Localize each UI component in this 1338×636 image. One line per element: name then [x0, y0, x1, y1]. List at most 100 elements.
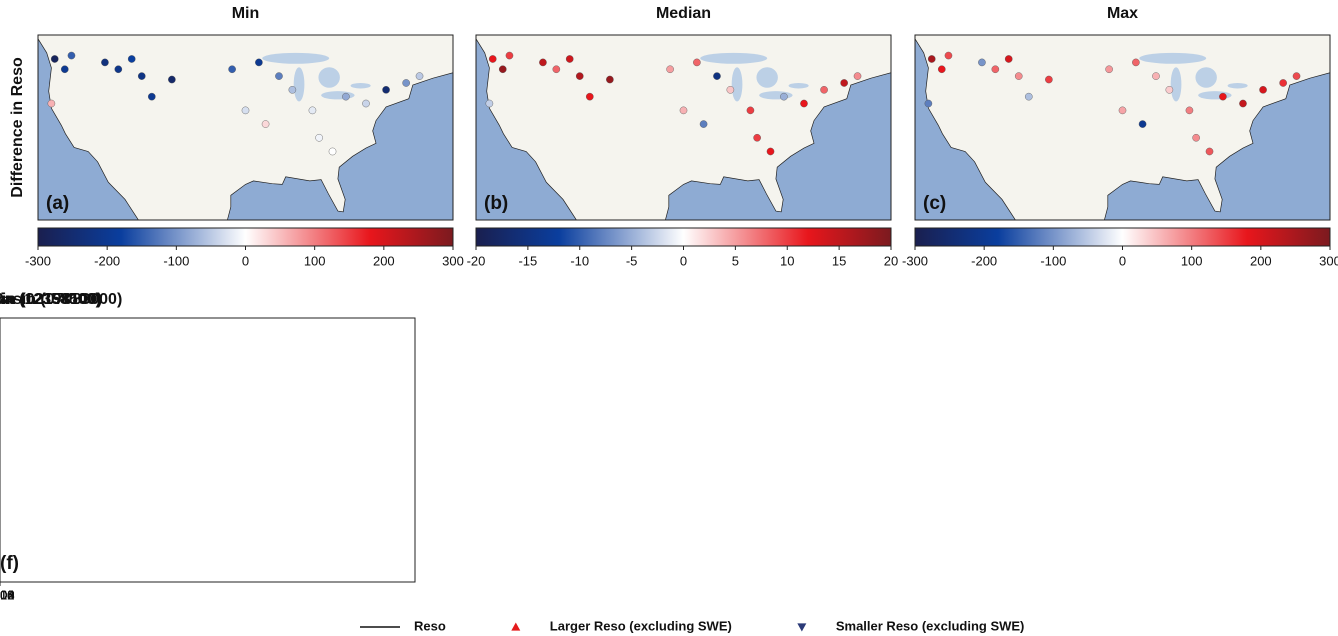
station-point	[261, 120, 270, 128]
lake	[788, 82, 809, 89]
station-point	[1045, 75, 1053, 84]
legend-symbol	[797, 623, 807, 632]
station-point	[67, 51, 76, 60]
station-point	[255, 58, 263, 67]
colorbar-tick-label: 0	[680, 253, 687, 268]
station-point	[575, 72, 584, 80]
map-panel	[915, 35, 1330, 220]
station-point	[498, 65, 507, 74]
colorbar-tick-label: -200	[94, 253, 120, 268]
land	[38, 35, 453, 220]
legend-label: Smaller Reso (excluding SWE)	[836, 618, 1025, 633]
colorbar-tick-label: 100	[1181, 253, 1203, 268]
panel-title: Median	[656, 5, 711, 22]
panel-label: (b)	[484, 193, 508, 214]
panel-title: Northern Basin (12358500)	[0, 291, 101, 308]
station-point	[288, 86, 297, 94]
lake	[318, 67, 340, 88]
station-point	[1165, 86, 1174, 94]
station-point	[606, 75, 614, 84]
x-tick-label: 2000	[0, 587, 14, 602]
station-point	[565, 55, 574, 63]
station-point	[485, 99, 494, 108]
lake	[1195, 67, 1217, 88]
colorbar-tick-label: 300	[1319, 253, 1338, 268]
station-point	[746, 106, 755, 115]
station-point	[308, 106, 317, 115]
y-axis-label: Difference in Reso	[9, 57, 26, 198]
station-point	[127, 55, 136, 63]
station-point	[1004, 55, 1013, 63]
lake	[1170, 67, 1182, 102]
x-tick-label: 2002	[0, 587, 14, 602]
station-point	[699, 120, 708, 128]
panel-title: Min	[232, 5, 260, 22]
legend-label: Reso	[414, 618, 446, 633]
panel-title: High-elevation Basin (07083000)	[0, 291, 122, 308]
x-tick-label: 2006	[0, 587, 14, 602]
station-point	[402, 79, 410, 87]
station-point	[1279, 79, 1287, 87]
colorbar-tick-label: -200	[971, 253, 997, 268]
station-point	[47, 99, 56, 108]
x-tick-label: 2000	[0, 587, 14, 602]
legend-symbol	[511, 622, 521, 631]
x-tick-label: 2008	[0, 587, 14, 602]
panel-title: Southern Basin (02198100)	[0, 291, 102, 308]
land	[915, 35, 1330, 220]
station-point	[1152, 72, 1160, 80]
x-tick-label: 2008	[0, 587, 14, 602]
x-tick-label: 2002	[0, 587, 14, 602]
station-point	[1239, 99, 1247, 108]
x-tick-label: 2004	[0, 587, 14, 602]
station-point	[505, 51, 514, 60]
colorbar-tick-label: 300	[442, 253, 464, 268]
station-point	[241, 106, 250, 115]
panel-label: (c)	[923, 193, 946, 214]
colorbar-tick-label: -300	[25, 253, 51, 268]
lake	[1139, 52, 1207, 64]
station-point	[1132, 58, 1140, 67]
station-point	[101, 58, 109, 67]
lake	[321, 91, 355, 100]
station-point	[1138, 120, 1147, 128]
station-point	[937, 65, 946, 74]
panel-title: Max	[1107, 5, 1138, 22]
station-point	[726, 86, 735, 94]
panel-label: (a)	[46, 193, 69, 214]
station-point	[1185, 106, 1194, 115]
station-point	[666, 65, 674, 74]
colorbar-tick-label: 200	[373, 253, 395, 268]
colorbar-tick-label: 200	[1250, 253, 1272, 268]
station-point	[1118, 106, 1127, 115]
station-point	[50, 55, 59, 63]
station-point	[800, 99, 808, 108]
station-point	[315, 133, 323, 142]
station-point	[944, 51, 953, 60]
x-tick-label: 2006	[0, 587, 14, 602]
station-point	[342, 92, 350, 101]
lake	[731, 67, 743, 102]
x-tick-label: 2008	[0, 587, 14, 602]
colorbar-tick-label: -100	[163, 253, 189, 268]
station-point	[927, 55, 936, 63]
colorbar-tick-label: -300	[902, 253, 928, 268]
station-point	[415, 72, 424, 80]
x-tick-label: 2002	[0, 587, 14, 602]
station-point	[228, 65, 236, 74]
station-point	[1205, 147, 1214, 156]
colorbar-tick-label: 15	[832, 253, 846, 268]
land	[476, 35, 891, 220]
colorbar-tick-label: 5	[732, 253, 739, 268]
station-point	[853, 72, 862, 80]
station-point	[168, 75, 176, 84]
colorbar-tick-label: 10	[780, 253, 794, 268]
colorbar-tick-label: 100	[304, 253, 326, 268]
station-point	[840, 79, 848, 87]
station-point	[1292, 72, 1301, 80]
x-tick-label: 2004	[0, 587, 14, 602]
station-point	[978, 58, 986, 67]
panel-label: (f)	[0, 553, 19, 574]
colorbar-tick-label: -5	[626, 253, 638, 268]
